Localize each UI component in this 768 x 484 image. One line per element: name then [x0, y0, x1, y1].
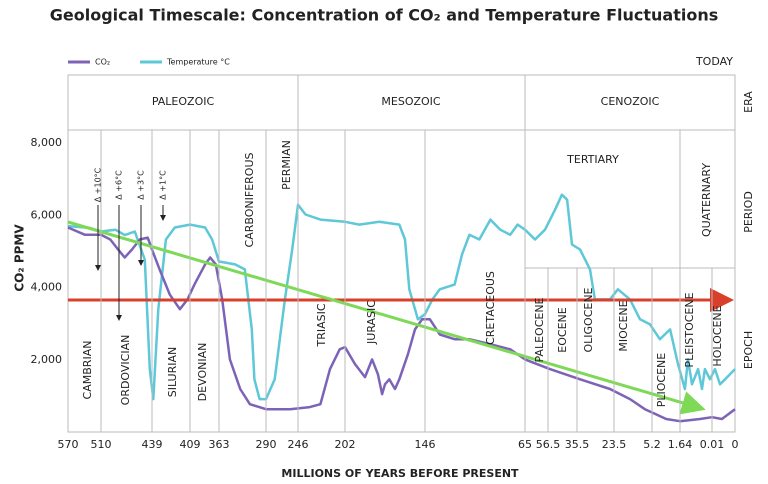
row-label: PERIOD — [742, 191, 755, 233]
period-label: CRETACEOUS — [484, 271, 497, 345]
x-tick-label: 5.2 — [643, 438, 661, 451]
epoch-label: OLIGOCENE — [582, 287, 595, 352]
chart-title: Geological Timescale: Concentration of C… — [50, 6, 719, 25]
today-label: TODAY — [695, 55, 733, 68]
x-tick-label: 146 — [415, 438, 436, 451]
period-label: TERTIARY — [566, 153, 619, 166]
epoch-label: EOCENE — [556, 307, 569, 352]
x-tick-label: 510 — [91, 438, 112, 451]
x-tick-label: 23.5 — [602, 438, 627, 451]
period-label: DEVONIAN — [196, 343, 209, 402]
x-tick-label: 290 — [256, 438, 277, 451]
temperature-annotation: Δ +6°C — [115, 170, 124, 200]
period-label: TRIASIC — [315, 303, 328, 347]
y-tick-label: 2,000 — [31, 353, 63, 366]
x-tick-label: 246 — [288, 438, 309, 451]
temperature-annotation: Δ +3°C — [137, 170, 146, 200]
epoch-label: PALEOCENE — [533, 297, 546, 362]
x-tick-label: 0.01 — [700, 438, 725, 451]
x-tick-label: 0 — [732, 438, 739, 451]
x-tick-label: 409 — [180, 438, 201, 451]
x-tick-label: 56.5 — [536, 438, 561, 451]
legend-label: Temperature °C — [166, 58, 230, 67]
y-axis-label: CO₂ PPMV — [13, 224, 27, 292]
x-tick-label: 202 — [335, 438, 356, 451]
epoch-label: PLEISTOCENE — [683, 292, 696, 367]
y-tick-label: 8,000 — [31, 136, 63, 149]
x-tick-label: 570 — [58, 438, 79, 451]
period-label: QUATERNARY — [700, 163, 713, 237]
x-tick-label: 363 — [209, 438, 230, 451]
era-label: PALEOZOIC — [152, 95, 215, 108]
y-tick-label: 6,000 — [31, 208, 63, 221]
x-axis-label: MILLIONS OF YEARS BEFORE PRESENT — [281, 467, 519, 480]
period-label: JURASIC — [365, 300, 378, 345]
x-tick-label: 35.5 — [565, 438, 590, 451]
series-line — [67, 226, 736, 423]
temperature-annotation: Δ +1°C — [159, 170, 168, 200]
era-label: MESOZOIC — [381, 95, 441, 108]
period-label: PERMIAN — [280, 140, 293, 190]
trend-arrow — [67, 220, 706, 415]
period-label: SILURIAN — [166, 347, 179, 398]
row-label: EPOCH — [742, 331, 755, 369]
series-line — [67, 193, 736, 401]
legend-label: CO₂ — [95, 58, 110, 67]
row-label: ERA — [742, 91, 755, 113]
period-label: CAMBRIAN — [81, 341, 94, 400]
y-tick-label: 4,000 — [31, 281, 63, 294]
epoch-label: PLIOCENE — [655, 353, 668, 408]
plot-frame — [67, 74, 736, 433]
x-tick-label: 439 — [142, 438, 163, 451]
era-label: CENOZOIC — [601, 95, 660, 108]
period-label: ORDOVICIAN — [119, 335, 132, 406]
period-label: CARBONIFEROUS — [243, 153, 256, 248]
epoch-label: HOLOCENE — [711, 305, 724, 366]
x-tick-label: 65 — [518, 438, 532, 451]
x-tick-label: 1.64 — [668, 438, 693, 451]
temperature-annotation: Δ +10°C — [94, 167, 103, 202]
epoch-label: MIOCENE — [617, 300, 630, 351]
